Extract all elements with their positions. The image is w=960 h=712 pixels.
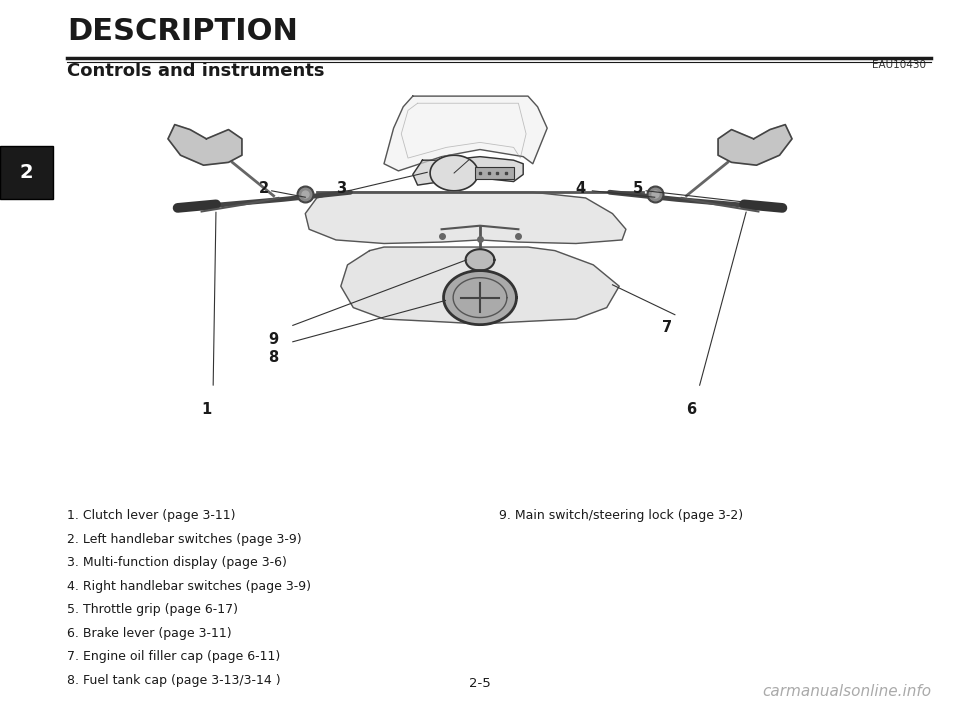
Polygon shape	[444, 271, 516, 325]
Text: 5: 5	[634, 181, 643, 197]
Text: EAU10430: EAU10430	[873, 60, 926, 70]
Text: 3. Multi-function display (page 3-6): 3. Multi-function display (page 3-6)	[67, 556, 287, 569]
FancyBboxPatch shape	[475, 167, 514, 179]
Text: 9. Main switch/steering lock (page 3-2): 9. Main switch/steering lock (page 3-2)	[499, 509, 743, 522]
Text: 2: 2	[19, 163, 33, 182]
Text: 8: 8	[269, 350, 278, 365]
Polygon shape	[168, 125, 242, 165]
Text: 8. Fuel tank cap (page 3-13/3-14 ): 8. Fuel tank cap (page 3-13/3-14 )	[67, 674, 281, 686]
Polygon shape	[341, 247, 619, 324]
Text: 7: 7	[662, 320, 672, 335]
Text: 1: 1	[202, 402, 211, 417]
Polygon shape	[718, 125, 792, 165]
Text: 2: 2	[259, 181, 269, 197]
Text: 9: 9	[269, 332, 278, 347]
Text: 3: 3	[336, 181, 346, 197]
Polygon shape	[413, 157, 523, 185]
Polygon shape	[305, 192, 626, 244]
Text: DESCRIPTION: DESCRIPTION	[67, 17, 298, 46]
Text: 6: 6	[686, 402, 696, 417]
Text: 4. Right handlebar switches (page 3-9): 4. Right handlebar switches (page 3-9)	[67, 580, 311, 592]
FancyBboxPatch shape	[0, 146, 53, 199]
Text: carmanualsonline.info: carmanualsonline.info	[762, 684, 931, 699]
Text: 4: 4	[576, 181, 586, 197]
Text: 6. Brake lever (page 3-11): 6. Brake lever (page 3-11)	[67, 627, 231, 639]
Polygon shape	[430, 155, 478, 191]
Text: 5. Throttle grip (page 6-17): 5. Throttle grip (page 6-17)	[67, 603, 238, 616]
Text: 2. Left handlebar switches (page 3-9): 2. Left handlebar switches (page 3-9)	[67, 533, 301, 545]
Text: 2-5: 2-5	[469, 677, 491, 690]
Polygon shape	[384, 96, 547, 171]
Text: Controls and instruments: Controls and instruments	[67, 62, 324, 80]
Text: 1. Clutch lever (page 3-11): 1. Clutch lever (page 3-11)	[67, 509, 236, 522]
Text: 7. Engine oil filler cap (page 6-11): 7. Engine oil filler cap (page 6-11)	[67, 650, 280, 663]
Polygon shape	[466, 249, 494, 271]
